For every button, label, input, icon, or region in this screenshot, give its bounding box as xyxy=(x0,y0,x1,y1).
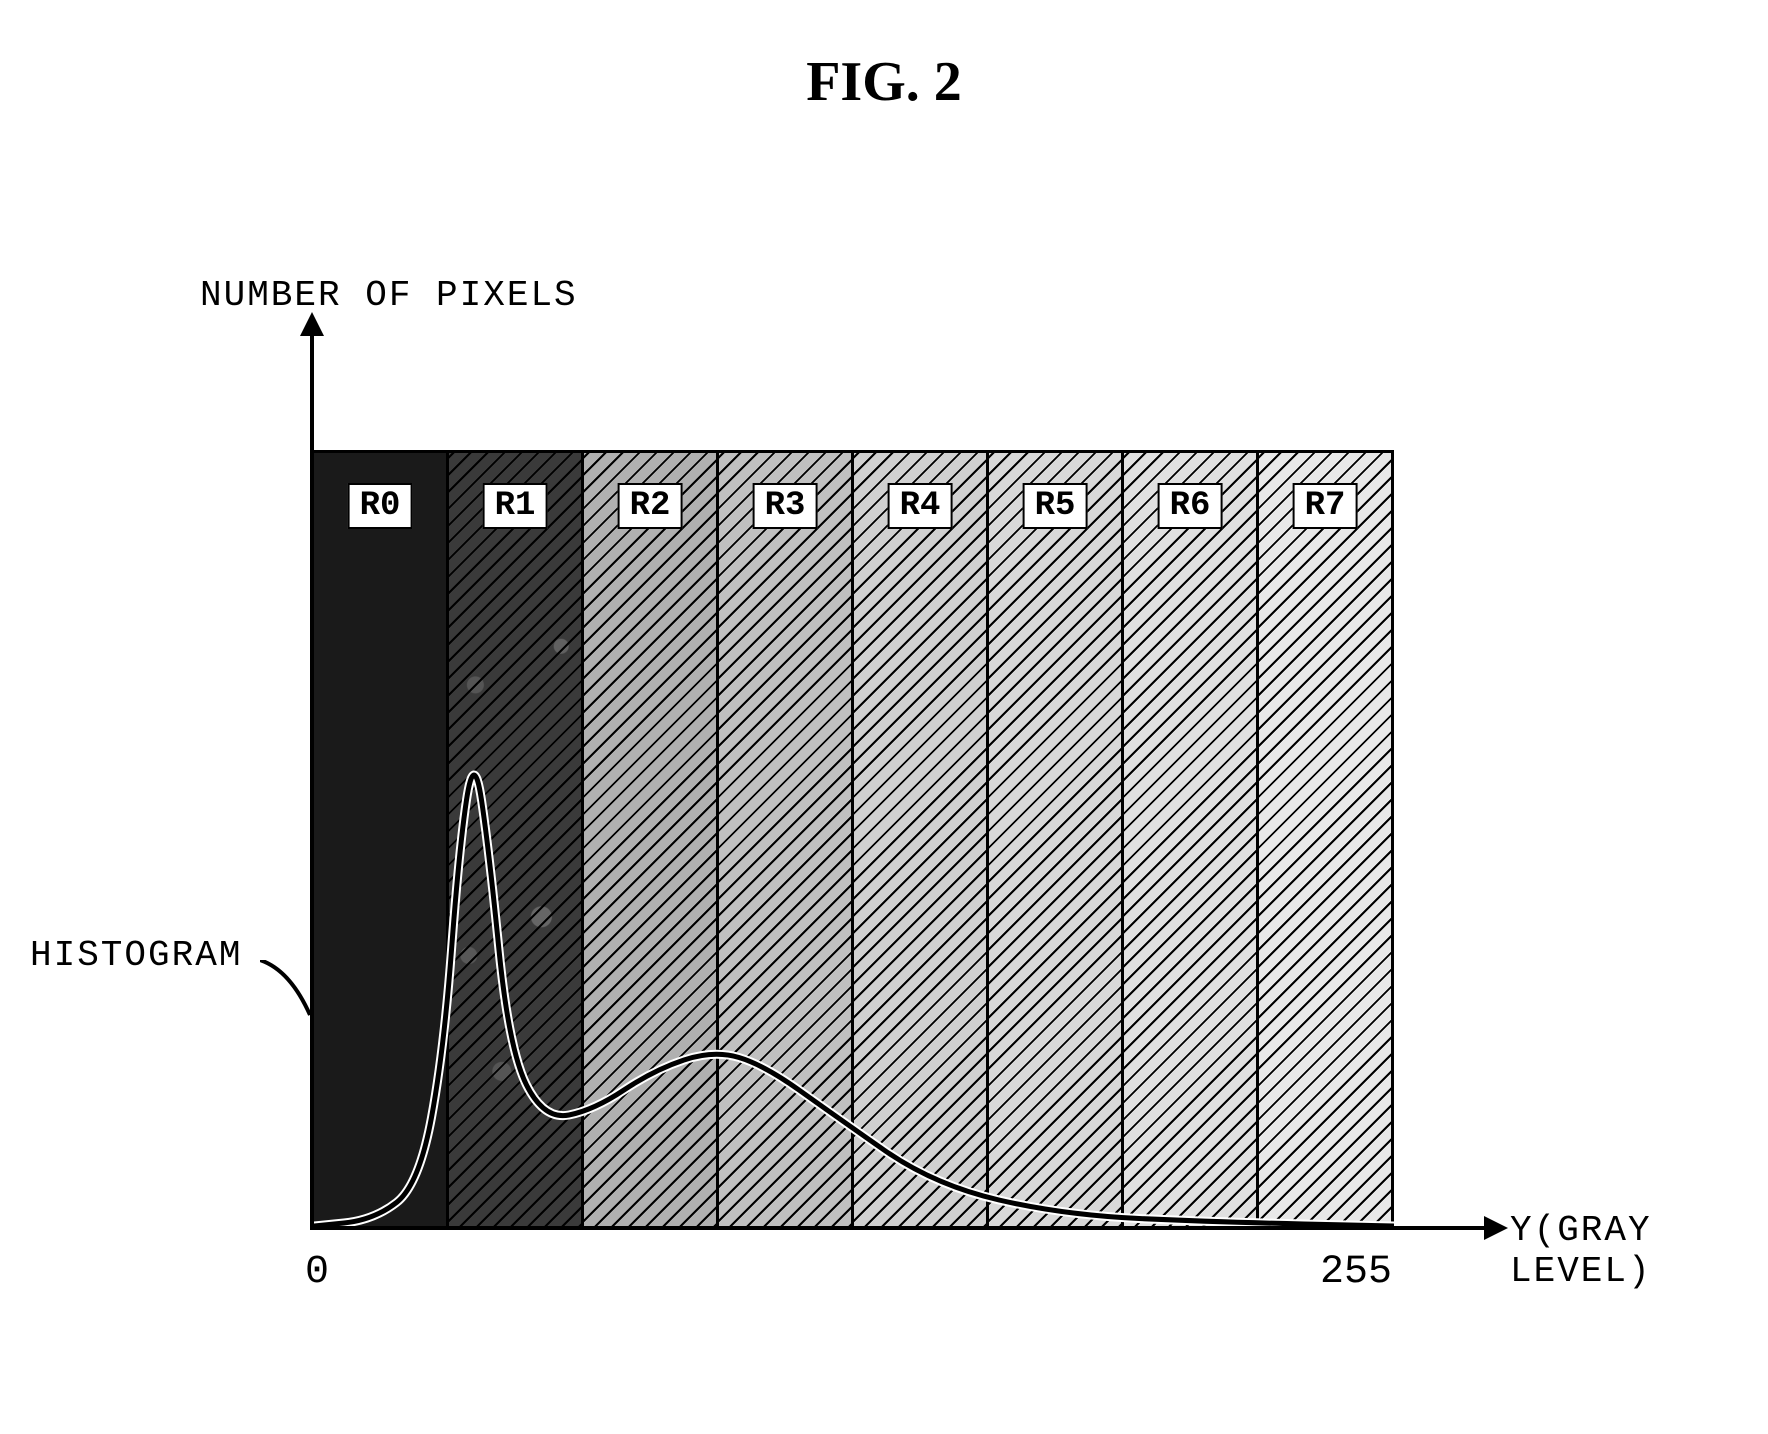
histogram-label: HISTOGRAM xyxy=(30,935,242,976)
region-r4: R4 xyxy=(854,453,989,1226)
figure-title: FIG. 2 xyxy=(806,50,962,114)
region-r7: R7 xyxy=(1259,453,1391,1226)
region-label: R4 xyxy=(888,483,953,529)
x-axis-label: Y(GRAY LEVEL) xyxy=(1510,1210,1768,1292)
region-r1: R1 xyxy=(449,453,584,1226)
chart-container: R0 R1 R2 R3 R4 R5 R6 R7 xyxy=(310,330,1490,1230)
x-axis-arrow-icon xyxy=(1484,1216,1508,1240)
region-label: R2 xyxy=(618,483,683,529)
region-r0: R0 xyxy=(314,453,449,1226)
y-axis-arrow-icon xyxy=(300,312,324,336)
x-axis xyxy=(310,1226,1490,1230)
plot-area: R0 R1 R2 R3 R4 R5 R6 R7 xyxy=(314,450,1394,1226)
region-r5: R5 xyxy=(989,453,1124,1226)
region-label: R1 xyxy=(483,483,548,529)
region-r3: R3 xyxy=(719,453,854,1226)
x-tick-end: 255 xyxy=(1320,1250,1392,1295)
region-label: R3 xyxy=(753,483,818,529)
region-label: R5 xyxy=(1023,483,1088,529)
x-tick-start: 0 xyxy=(305,1250,329,1295)
y-axis-label: NUMBER OF PIXELS xyxy=(200,275,578,316)
region-r2: R2 xyxy=(584,453,719,1226)
histogram-leader-line xyxy=(260,960,315,1020)
region-label: R0 xyxy=(348,483,413,529)
region-label: R6 xyxy=(1158,483,1223,529)
region-label: R7 xyxy=(1293,483,1358,529)
region-r6: R6 xyxy=(1124,453,1259,1226)
